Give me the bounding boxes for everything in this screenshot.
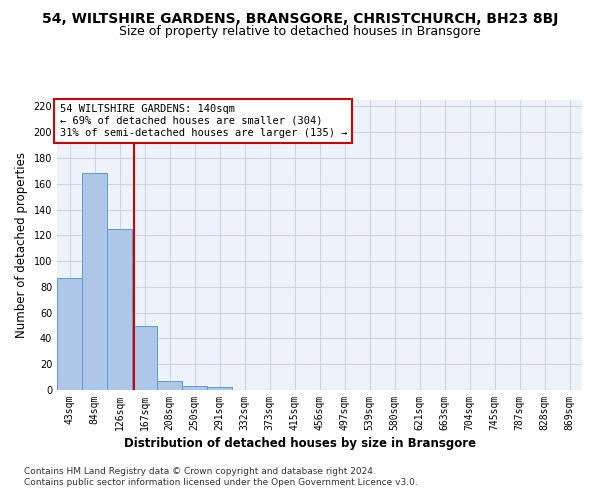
- Bar: [207, 388, 232, 390]
- Bar: [57, 278, 82, 390]
- Bar: [82, 174, 107, 390]
- Bar: [107, 229, 132, 390]
- Bar: [157, 381, 182, 390]
- Text: 54, WILTSHIRE GARDENS, BRANSGORE, CHRISTCHURCH, BH23 8BJ: 54, WILTSHIRE GARDENS, BRANSGORE, CHRIST…: [42, 12, 558, 26]
- Text: Size of property relative to detached houses in Bransgore: Size of property relative to detached ho…: [119, 25, 481, 38]
- Bar: [132, 326, 157, 390]
- Text: 54 WILTSHIRE GARDENS: 140sqm
← 69% of detached houses are smaller (304)
31% of s: 54 WILTSHIRE GARDENS: 140sqm ← 69% of de…: [59, 104, 347, 138]
- Bar: [182, 386, 207, 390]
- Text: Distribution of detached houses by size in Bransgore: Distribution of detached houses by size …: [124, 438, 476, 450]
- Y-axis label: Number of detached properties: Number of detached properties: [15, 152, 28, 338]
- Text: Contains HM Land Registry data © Crown copyright and database right 2024.
Contai: Contains HM Land Registry data © Crown c…: [24, 468, 418, 487]
